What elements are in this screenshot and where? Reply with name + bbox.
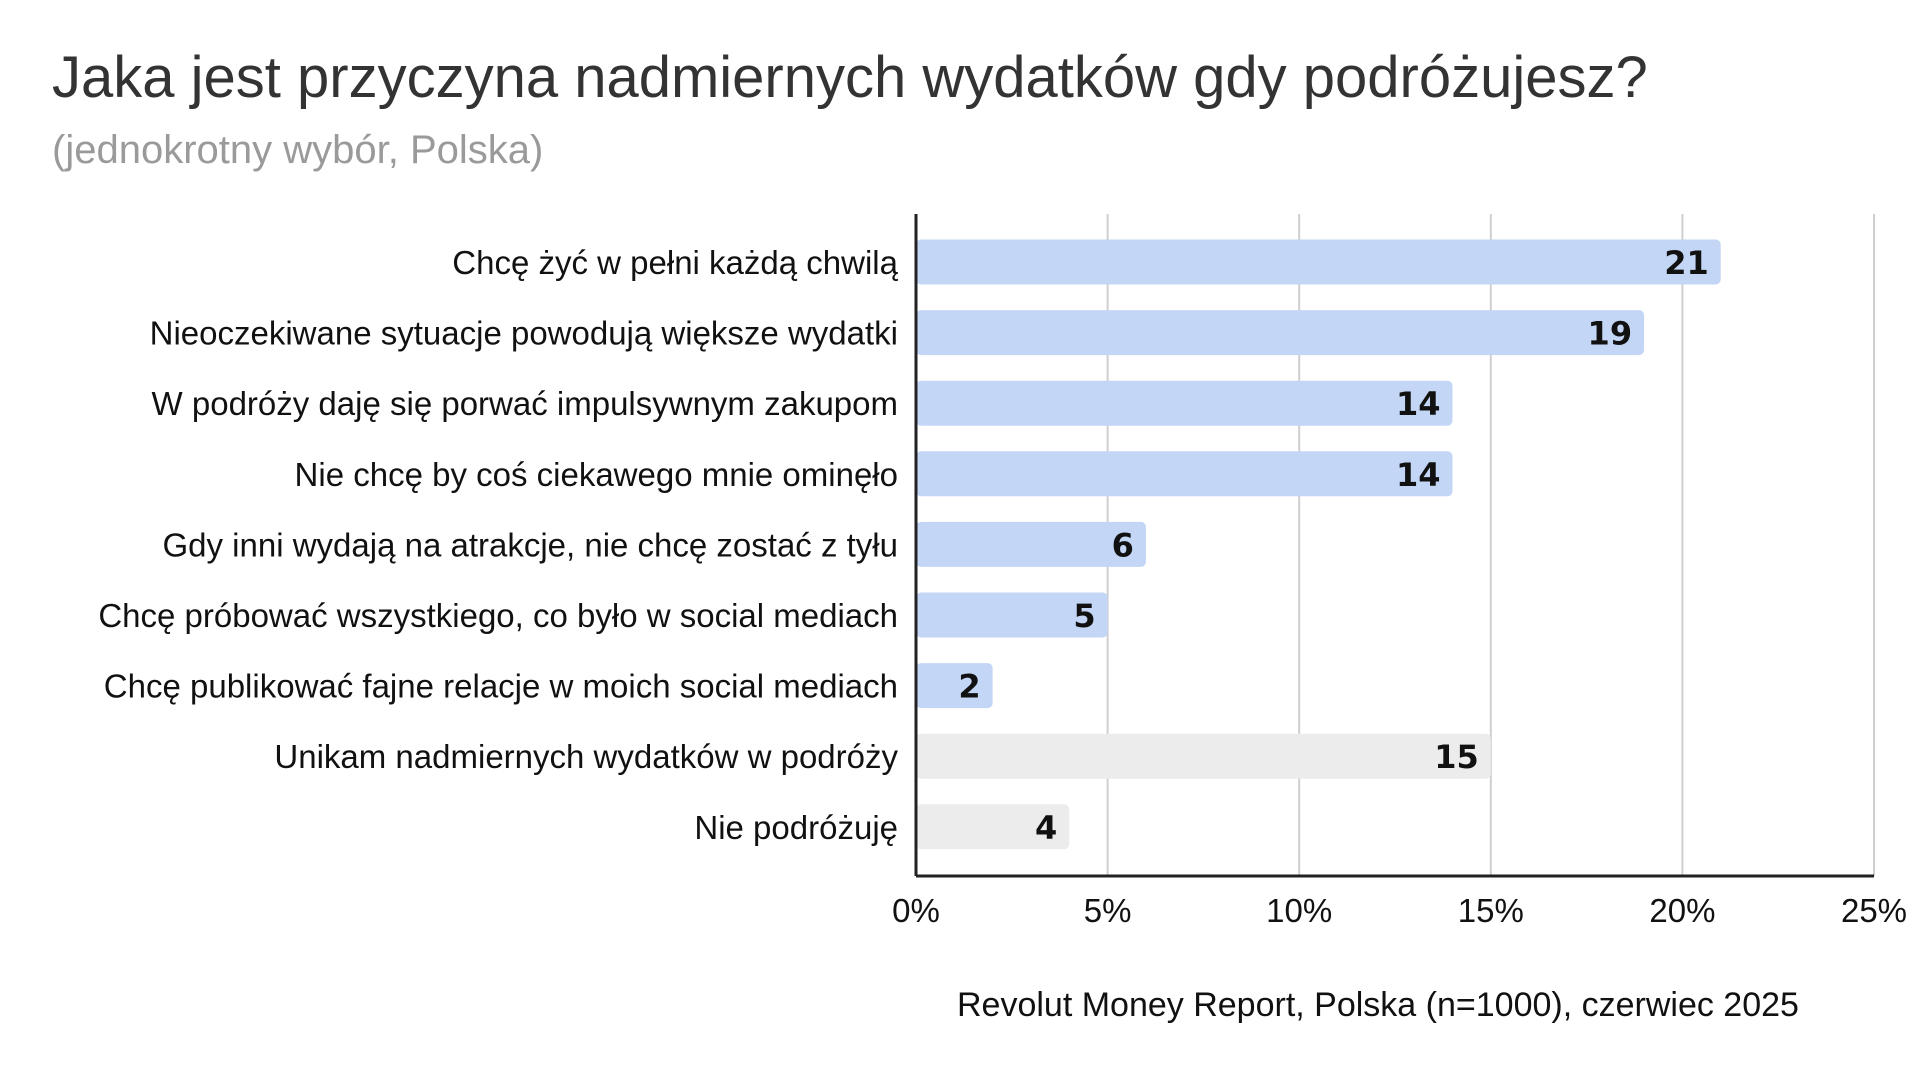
data-label: 14 <box>1396 456 1441 494</box>
chart-title: Jaka jest przyczyna nadmiernych wydatków… <box>52 45 1648 110</box>
data-label: 14 <box>1396 385 1441 423</box>
axes <box>914 214 1874 878</box>
category-label: Chcę publikować fajne relacje w moich so… <box>104 668 898 705</box>
bar <box>916 733 1491 779</box>
bar <box>916 310 1645 356</box>
bar <box>916 239 1721 285</box>
category-label: Gdy inni wydają na atrakcje, nie chcę zo… <box>162 526 898 563</box>
category-label: Chcę żyć w pełni każdą chwilą <box>452 244 898 281</box>
labels: 0% 5% 10% 15% 20% 25% Chcę żyć w pełni każdą c… <box>98 244 1907 929</box>
category-label: Nieoczekiwane sytuacje powodują większe … <box>150 315 898 352</box>
x-tick-label: 5% <box>1084 892 1132 929</box>
category-label: Chcę próbować wszystkiego, co było w soc… <box>98 597 898 634</box>
data-label: 5 <box>1073 597 1095 635</box>
category-label: Unikam nadmiernych wydatków w podróży <box>274 738 898 775</box>
x-tick-label: 10% <box>1266 892 1332 929</box>
bar <box>916 521 1146 567</box>
x-tick-label: 0% <box>892 892 940 929</box>
data-label: 19 <box>1588 315 1633 353</box>
data-label: 6 <box>1112 526 1134 564</box>
category-label: Nie podróżuję <box>694 809 898 846</box>
x-tick-label: 20% <box>1649 892 1715 929</box>
bar <box>916 804 1070 850</box>
source-note: Revolut Money Report, Polska (n=1000), c… <box>957 986 1799 1024</box>
chart-subtitle: (jednokrotny wybór, Polska) <box>52 128 544 172</box>
category-label: W podróży daję się porwać impulsywnym za… <box>152 385 898 422</box>
data-label: 21 <box>1664 244 1709 282</box>
bar <box>916 451 1453 497</box>
data-label: 4 <box>1035 809 1057 847</box>
data-label: 2 <box>958 668 980 706</box>
x-tick-label: 15% <box>1458 892 1524 929</box>
bar <box>916 663 993 709</box>
bars <box>916 239 1721 850</box>
category-label: Nie chcę by coś ciekawego mnie ominęło <box>295 456 898 493</box>
bar <box>916 592 1108 638</box>
data-label: 15 <box>1434 738 1479 776</box>
x-tick-label: 25% <box>1841 892 1907 929</box>
bar <box>916 380 1453 426</box>
